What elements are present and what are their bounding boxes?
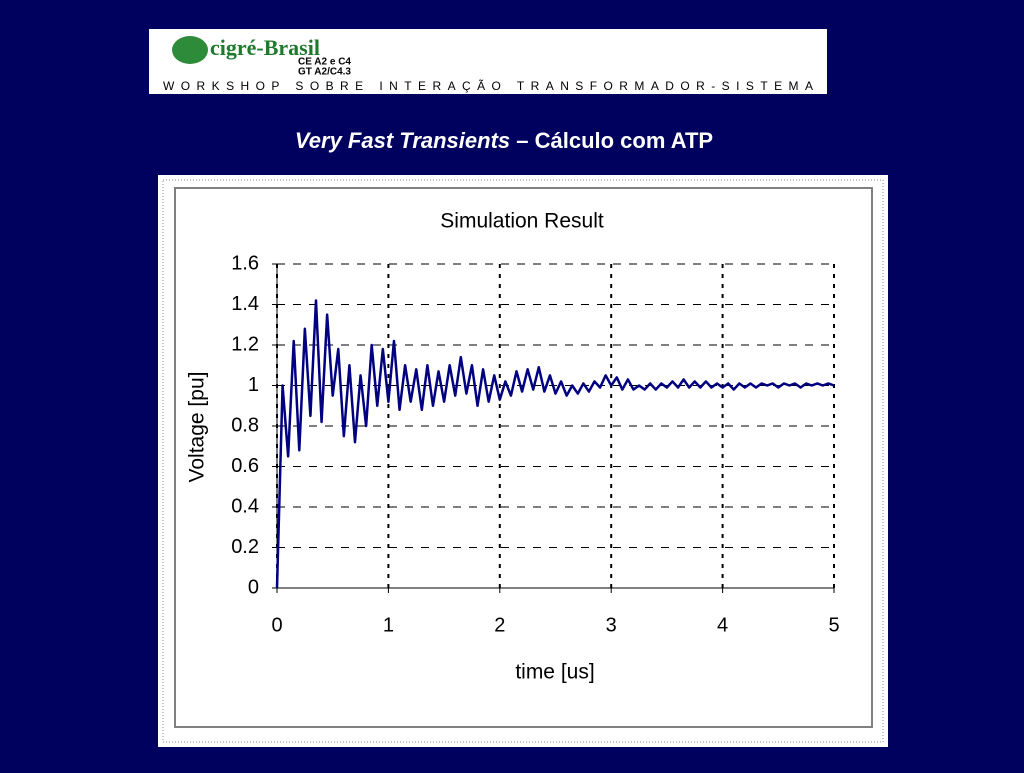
x-tick-label: 4 bbox=[717, 614, 728, 636]
slide-title: Very Fast Transients – Cálculo com ATP bbox=[295, 128, 713, 153]
slide-title-rest: – Cálculo com ATP bbox=[510, 128, 713, 153]
x-tick-label: 1 bbox=[383, 614, 394, 636]
y-tick-label: 1.6 bbox=[231, 252, 259, 274]
slide-title-italic: Very Fast Transients bbox=[295, 128, 510, 153]
x-tick-label: 3 bbox=[606, 614, 617, 636]
logo-line: CE A2 e C4 bbox=[298, 57, 351, 68]
y-tick-label: 0 bbox=[248, 576, 259, 598]
chart-title: Simulation Result bbox=[440, 210, 604, 233]
x-tick-label: 5 bbox=[828, 614, 839, 636]
y-tick-label: 1.2 bbox=[231, 333, 259, 355]
plot-frame bbox=[174, 187, 873, 728]
chart-frame bbox=[162, 179, 884, 743]
x-tick-label: 0 bbox=[271, 614, 282, 636]
data-line bbox=[275, 299, 835, 589]
logo-name: cigré-Brasil bbox=[210, 35, 320, 60]
logo-globe bbox=[172, 36, 208, 64]
x-tick-label: 2 bbox=[494, 614, 505, 636]
logo-banner bbox=[149, 29, 827, 94]
y-tick-label: 1 bbox=[248, 374, 259, 396]
y-axis-label: Voltage [pu] bbox=[186, 372, 209, 483]
y-tick-label: 1.4 bbox=[231, 293, 259, 315]
y-tick-label: 0.2 bbox=[231, 536, 259, 558]
logo-line: GT A2/C4.3 bbox=[298, 67, 351, 78]
y-tick-label: 0.6 bbox=[231, 455, 259, 477]
plot: 0 0.2 0.4 0.6 0.8 1 1.2 1.4 1.6 0 1 2 3 4 5 bbox=[231, 252, 839, 636]
y-tick-label: 0.4 bbox=[231, 495, 259, 517]
y-tick-label: 0.8 bbox=[231, 414, 259, 436]
x-axis-label: time [us] bbox=[515, 661, 594, 684]
